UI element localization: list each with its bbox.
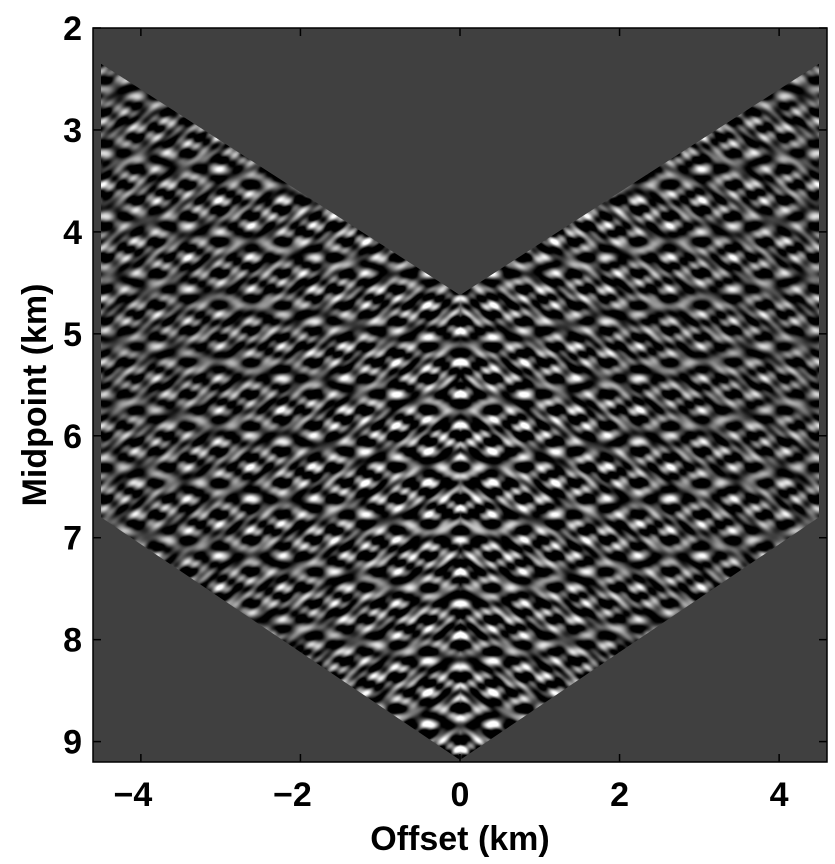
y-tick-label: 2 <box>63 10 82 48</box>
x-tick-label: −4 <box>113 776 152 814</box>
x-tick-label: 2 <box>610 776 629 814</box>
y-tick-label: 3 <box>63 112 82 150</box>
y-tick-label: 5 <box>63 316 82 354</box>
x-tick-label: 0 <box>451 776 470 814</box>
x-tick-label: 4 <box>770 776 789 814</box>
x-axis-ticks: −4 −2 0 2 4 <box>113 28 789 814</box>
y-tick-label: 4 <box>63 214 82 252</box>
y-tick-label: 9 <box>63 724 82 762</box>
x-axis-label: Offset (km) <box>370 820 549 858</box>
x-tick-label: −2 <box>273 776 312 814</box>
y-tick-label: 7 <box>63 520 82 558</box>
y-tick-label: 8 <box>63 622 82 660</box>
y-tick-label: 6 <box>63 418 82 456</box>
y-axis-label: Midpoint (km) <box>16 284 54 507</box>
y-axis-ticks: 2 3 4 5 6 7 8 9 <box>63 10 827 762</box>
